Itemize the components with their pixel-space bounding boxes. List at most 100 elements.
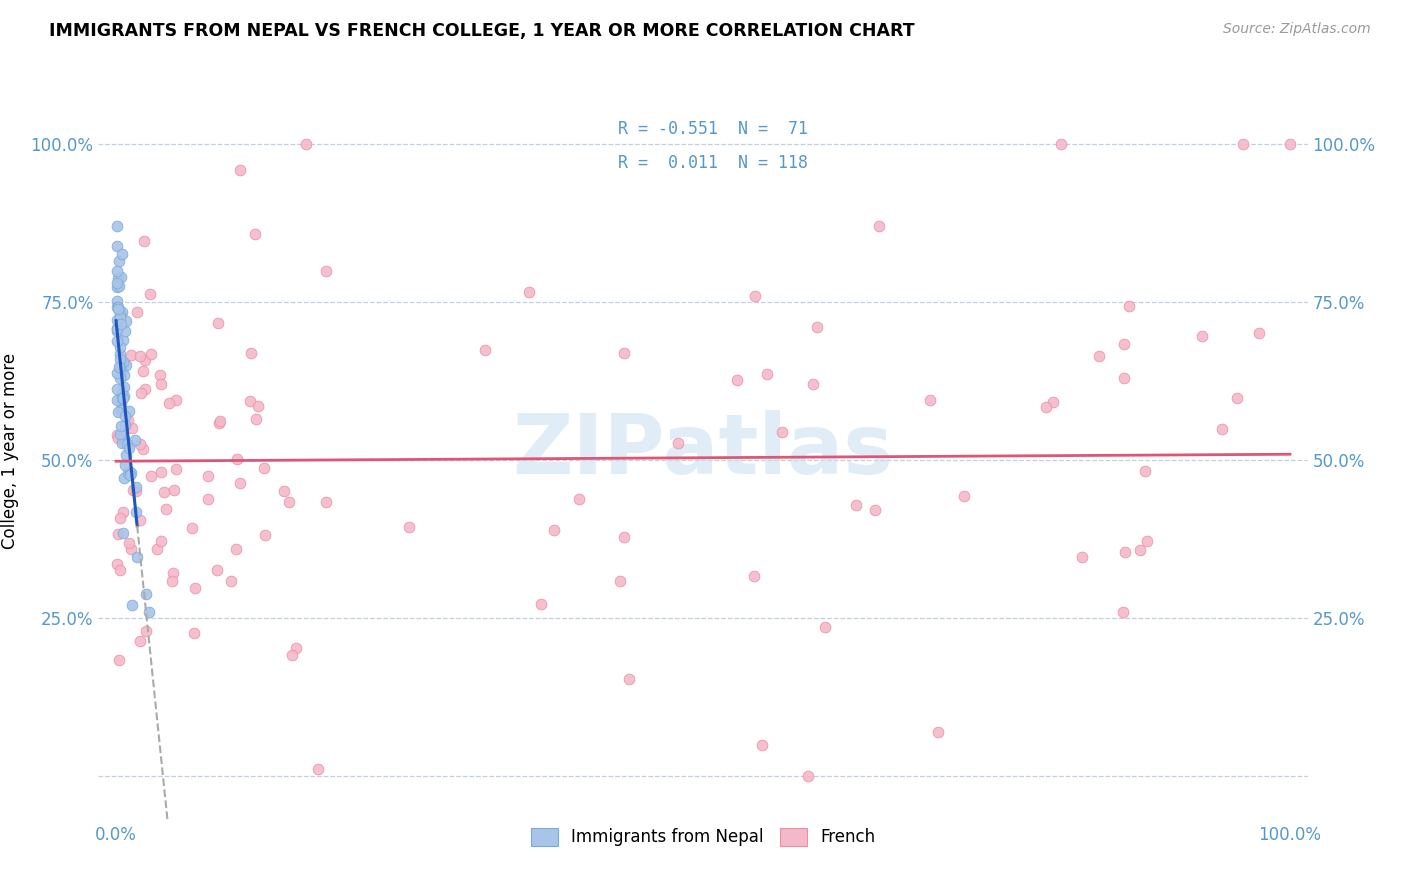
Point xyxy=(117,466,139,480)
Point xyxy=(105,300,128,314)
Point xyxy=(111,505,134,519)
Point xyxy=(149,377,172,392)
Point xyxy=(129,437,152,451)
Point xyxy=(105,312,128,326)
Point xyxy=(845,498,868,512)
Point xyxy=(1118,299,1140,313)
Point xyxy=(197,468,219,483)
Point xyxy=(295,136,318,151)
Point xyxy=(770,425,793,440)
Point xyxy=(277,495,299,509)
Point xyxy=(108,279,131,293)
Point xyxy=(114,409,136,423)
Point xyxy=(755,367,778,381)
Point xyxy=(105,382,128,396)
Point xyxy=(245,412,267,426)
Point xyxy=(108,307,131,321)
Point xyxy=(132,364,155,378)
Point xyxy=(207,316,229,330)
Point xyxy=(114,417,136,432)
Point xyxy=(115,437,138,451)
Point xyxy=(226,452,249,467)
Point xyxy=(806,319,828,334)
Point xyxy=(613,346,636,360)
Point xyxy=(229,476,252,491)
Point xyxy=(225,542,247,557)
Point xyxy=(239,345,262,359)
Point xyxy=(108,371,131,385)
Point xyxy=(517,285,540,300)
Point xyxy=(124,505,146,519)
Point xyxy=(1112,371,1135,385)
Point xyxy=(108,563,131,577)
Point xyxy=(1133,464,1156,478)
Point xyxy=(285,640,308,655)
Point xyxy=(543,523,565,537)
Point xyxy=(127,305,149,319)
Point xyxy=(115,448,138,462)
Point xyxy=(110,391,132,405)
Point xyxy=(132,234,155,248)
Point xyxy=(1088,350,1111,364)
Point xyxy=(149,466,172,480)
Point xyxy=(108,253,131,268)
Point xyxy=(111,247,134,261)
Point xyxy=(128,349,150,363)
Point xyxy=(183,626,205,640)
Point xyxy=(814,620,837,634)
Point xyxy=(129,385,152,400)
Point xyxy=(162,574,184,588)
Point xyxy=(1112,606,1135,620)
Point xyxy=(105,558,128,572)
Point xyxy=(139,287,162,301)
Point xyxy=(619,673,641,687)
Point xyxy=(114,458,136,472)
Point xyxy=(111,384,134,399)
Point xyxy=(868,219,890,233)
Point xyxy=(105,320,128,334)
Point xyxy=(135,587,157,601)
Point xyxy=(121,599,143,613)
Point xyxy=(105,280,128,294)
Point xyxy=(1071,549,1094,564)
Point xyxy=(208,416,231,430)
Point xyxy=(111,363,134,377)
Point xyxy=(238,393,260,408)
Point xyxy=(114,324,136,338)
Point xyxy=(1136,533,1159,548)
Point xyxy=(927,725,949,739)
Point xyxy=(247,399,270,413)
Point xyxy=(149,368,172,383)
Point xyxy=(110,419,132,434)
Point xyxy=(315,495,337,509)
Point xyxy=(141,347,163,361)
Point xyxy=(184,581,207,595)
Point xyxy=(1278,136,1301,151)
Point xyxy=(744,289,766,303)
Point xyxy=(112,380,135,394)
Point xyxy=(107,527,129,541)
Point xyxy=(134,382,156,396)
Point xyxy=(120,541,142,556)
Text: R = -0.551  N =  71: R = -0.551 N = 71 xyxy=(619,120,808,137)
Point xyxy=(165,392,187,407)
Point xyxy=(253,461,276,475)
Point xyxy=(197,491,219,506)
Point xyxy=(1112,337,1135,351)
Point xyxy=(114,358,136,372)
Point xyxy=(918,392,941,407)
Point xyxy=(568,491,591,506)
Point xyxy=(105,324,128,338)
Point xyxy=(105,239,128,253)
Text: IMMIGRANTS FROM NEPAL VS FRENCH COLLEGE, 1 YEAR OR MORE CORRELATION CHART: IMMIGRANTS FROM NEPAL VS FRENCH COLLEGE,… xyxy=(49,22,915,40)
Point xyxy=(157,396,180,410)
Point xyxy=(110,340,132,354)
Point xyxy=(128,513,150,527)
Point xyxy=(163,483,186,497)
Point xyxy=(1129,542,1152,557)
Point xyxy=(105,276,128,290)
Point xyxy=(111,334,134,348)
Point xyxy=(207,563,229,577)
Legend: Immigrants from Nepal, French: Immigrants from Nepal, French xyxy=(524,821,882,853)
Point xyxy=(153,485,176,500)
